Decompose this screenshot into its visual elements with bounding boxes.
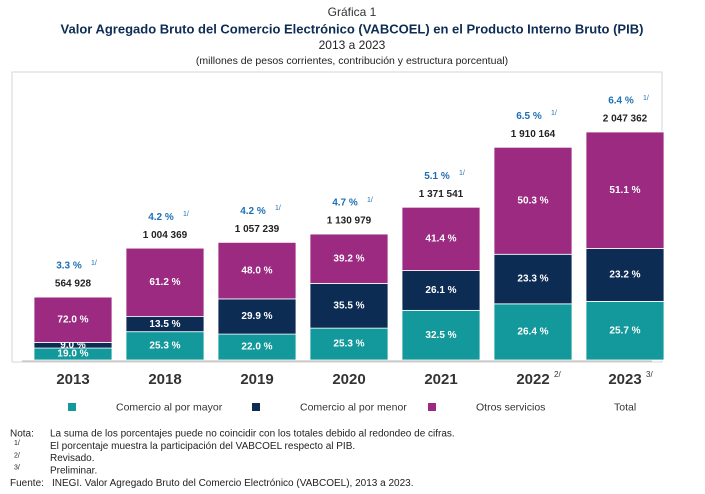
- chart-title: Valor Agregado Bruto del Comercio Electr…: [61, 21, 644, 36]
- bar-segment: [401, 206, 481, 271]
- share-label: 4.2 %: [240, 206, 266, 217]
- segment-label: 48.0 %: [241, 265, 272, 276]
- note-mark: 3/: [14, 465, 20, 472]
- share-note: 1/: [367, 197, 373, 204]
- note-mark: Nota:: [10, 429, 34, 440]
- total-label: 2 047 362: [603, 114, 648, 125]
- segment-label: 35.5 %: [333, 300, 364, 311]
- segment-label: 41.4 %: [425, 234, 456, 245]
- bar-segment: [401, 270, 481, 311]
- bar-segment: [493, 303, 573, 361]
- segment-label: 32.5 %: [425, 330, 456, 341]
- segment-label: 72.0 %: [57, 314, 88, 325]
- x-tick-label: 2020: [332, 371, 365, 388]
- bar-segment: [217, 241, 297, 300]
- bar-segment: [33, 296, 113, 343]
- category-note: 3/: [646, 370, 653, 379]
- bar-segment: [125, 247, 205, 318]
- share-label: 5.1 %: [424, 171, 450, 182]
- share-label: 6.5 %: [516, 111, 542, 122]
- share-note: 1/: [91, 260, 97, 267]
- segment-label: 9.0 %: [60, 340, 86, 351]
- bar-segment: [585, 248, 665, 302]
- segment-label: 25.7 %: [609, 325, 640, 336]
- segment-label: 25.3 %: [149, 340, 180, 351]
- legend-swatch: [252, 403, 260, 411]
- chart-subtitle: 2013 a 2023: [319, 38, 386, 52]
- note-text: La suma de los porcentajes puede no coin…: [50, 429, 455, 440]
- bar-segment: [585, 301, 665, 361]
- x-tick-label: 2021: [424, 371, 457, 388]
- legend-label: Comercio al por menor: [300, 401, 407, 413]
- segment-label: 25.3 %: [333, 339, 364, 350]
- legend-swatch: [68, 403, 76, 411]
- share-note: 1/: [551, 110, 557, 117]
- total-label: 1 371 541: [419, 189, 464, 200]
- x-tick-label: 2018: [148, 371, 181, 388]
- total-label: 1 057 239: [235, 224, 280, 235]
- bar-segment: [309, 283, 389, 329]
- x-tick-label: 2013: [56, 371, 89, 388]
- note-mark: 2/: [14, 452, 20, 459]
- share-note: 1/: [275, 205, 281, 212]
- segment-label: 29.9 %: [241, 311, 272, 322]
- segment-label: 61.2 %: [149, 277, 180, 288]
- note-text: INEGI. Valor Agregado Bruto del Comercio…: [52, 478, 413, 489]
- legend-label: Otros servicios: [476, 401, 545, 413]
- legend-swatch: [428, 403, 436, 411]
- total-label: 564 928: [55, 279, 92, 290]
- bar-segment: [493, 146, 573, 255]
- segment-label: 39.2 %: [333, 253, 364, 264]
- total-label: 1 130 979: [327, 216, 372, 227]
- legend-label: Total: [614, 401, 636, 413]
- bar-segment: [309, 233, 389, 284]
- segment-label: 19.0 %: [57, 349, 88, 360]
- segment-label: 26.4 %: [517, 327, 548, 338]
- chart-caption: (millones de pesos corrientes, contribuc…: [196, 55, 508, 67]
- total-label: 1 004 369: [143, 230, 188, 241]
- bar-segment: [125, 331, 205, 361]
- bar-segment: [309, 327, 389, 361]
- segment-label: 51.1 %: [609, 185, 640, 196]
- segment-label: 23.2 %: [609, 270, 640, 281]
- bar-segment: [585, 131, 665, 249]
- bar-segment: [401, 309, 481, 361]
- share-note: 1/: [183, 211, 189, 218]
- note-mark: Fuente:: [10, 478, 44, 489]
- x-tick-label: 2022: [516, 371, 549, 388]
- chart-label: Gráfica 1: [328, 5, 377, 19]
- share-label: 4.7 %: [332, 198, 358, 209]
- x-tick-label: 2019: [240, 371, 273, 388]
- segment-label: 26.1 %: [425, 285, 456, 296]
- bar-segment: [493, 253, 573, 305]
- x-tick-label: 2023: [608, 371, 641, 388]
- share-label: 4.2 %: [148, 212, 174, 223]
- note-text: Preliminar.: [50, 466, 97, 477]
- category-note: 2/: [554, 370, 561, 379]
- note-text: El porcentaje muestra la participación d…: [50, 441, 355, 452]
- legend-label: Comercio al por mayor: [116, 401, 223, 413]
- share-label: 6.4 %: [608, 96, 634, 107]
- segment-label: 23.3 %: [517, 274, 548, 285]
- segment-label: 13.5 %: [149, 319, 180, 330]
- share-label: 3.3 %: [56, 261, 82, 272]
- segment-label: 22.0 %: [241, 342, 272, 353]
- note-text: Revisado.: [50, 453, 94, 464]
- note-mark: 1/: [14, 440, 20, 447]
- share-note: 1/: [643, 95, 649, 102]
- total-label: 1 910 164: [511, 129, 556, 140]
- segment-label: 50.3 %: [517, 195, 548, 206]
- share-note: 1/: [459, 170, 465, 177]
